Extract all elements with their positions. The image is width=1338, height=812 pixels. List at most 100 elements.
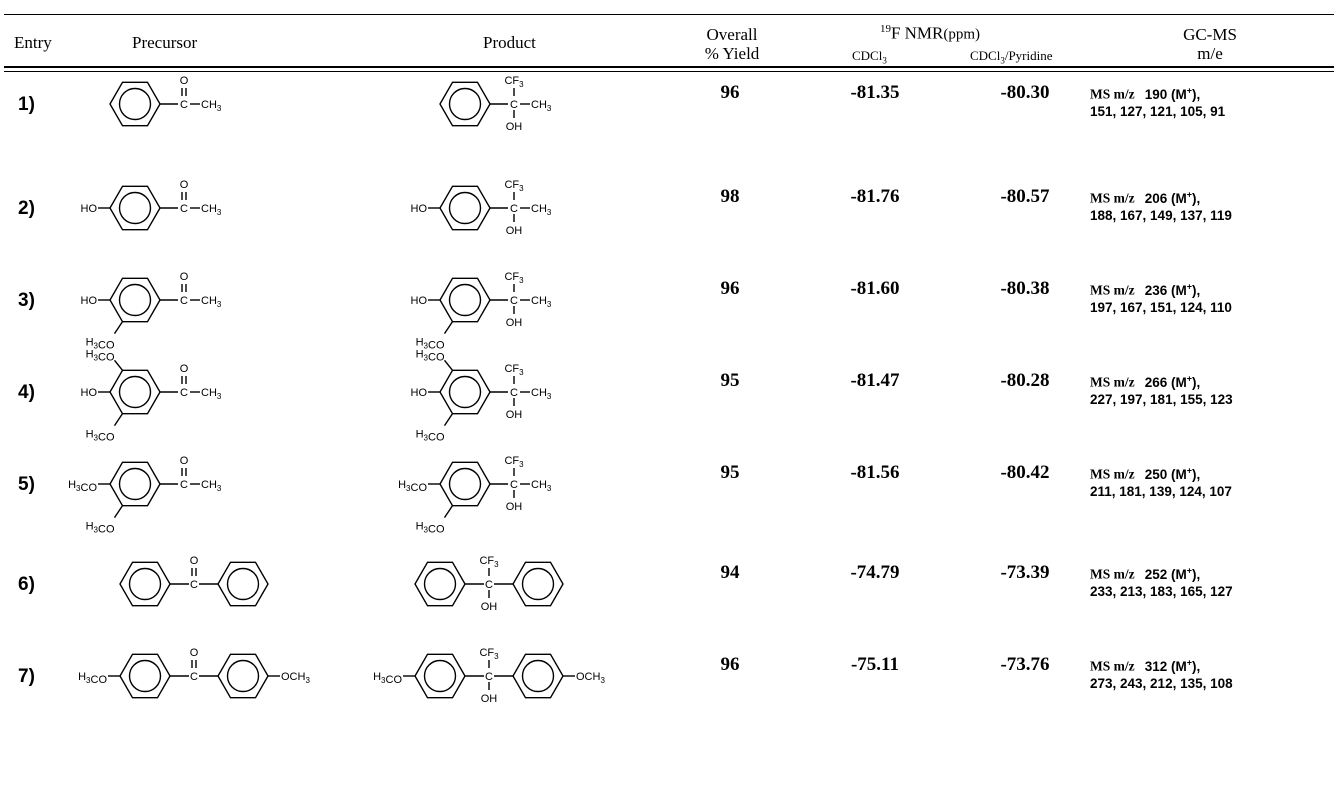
ms-fragments: 197, 167, 151, 124, 110 [1090,299,1232,315]
gcms-data: MS m/z 236 (M+), 197, 167, 151, 124, 110 [1090,278,1334,316]
carbonyl-oxygen: O [180,271,189,283]
benzene-ring-left [119,561,171,607]
ms-fragments: 273, 243, 212, 135, 108 [1090,675,1233,691]
table-row: 4) C O CH3 HO H3CO H3CO C CF3 CH3 OH HO H3CO H3CO 95 -8… [0,340,1338,444]
nmr-pyridine-value: -73.76 [1000,654,1050,675]
ms-molecular-ion: 250 (M+), [1144,465,1201,482]
ms-fragments: 233, 213, 183, 165, 127 [1090,583,1233,599]
benzene-ring [439,369,491,415]
nmr-cdcl3-value: -81.76 [850,186,900,207]
nmr-pyridine-value: -80.30 [1000,82,1050,103]
entry-number: 1) [18,94,35,115]
benzene-ring [109,461,161,507]
meta-substituent-bottom: H3CO [416,337,445,352]
entry-number: 7) [18,666,35,687]
entry-number: 6) [18,574,35,595]
methyl-group: CH3 [201,387,222,401]
nmr-pyridine-value: -80.38 [1000,278,1050,299]
para-substituent: HO [81,203,98,215]
ms-molecular-ion: 206 (M+), [1144,189,1201,206]
para-substituent-left: H3CO [78,671,107,686]
yield-value: 95 [720,370,740,391]
carbonyl-oxygen: O [190,647,199,659]
meta-substituent-top: H3CO [416,348,445,363]
carbon-label: C [510,203,518,215]
meta-substituent-bottom: H3CO [86,337,115,352]
benzene-ring [439,81,491,127]
benzene-ring [439,461,491,507]
header-rule-thin [4,71,1334,72]
benzene-ring [109,277,161,323]
header-precursor: Precursor [132,33,198,52]
carbon-label: C [510,387,518,399]
para-substituent: H3CO [398,479,427,494]
entry-number: 3) [18,290,35,311]
hydroxyl-group: OH [506,409,523,421]
ms-prefix: MS m/z [1090,374,1145,390]
ms-prefix: MS m/z [1090,86,1145,102]
hydroxyl-group: OH [506,501,523,513]
header-yield-line2: % Yield [704,44,760,63]
hydroxyl-group: OH [506,121,523,133]
nmr-pyridine-value: -80.57 [1000,186,1050,207]
meta-substituent-bottom: H3CO [416,521,445,536]
ms-fragments: 211, 181, 139, 124, 107 [1090,483,1232,499]
precursor-structure: C O CH3 [40,52,280,156]
cf3-group: CF3 [479,555,499,569]
methyl-group: CH3 [201,479,222,493]
gcms-data: MS m/z 206 (M+), 188, 167, 149, 137, 119 [1090,186,1334,224]
ms-prefix: MS m/z [1090,658,1145,674]
header-gcms-line2: m/e [1197,44,1223,63]
benzene-ring-right [217,653,269,699]
cf3-group: CF3 [504,179,524,193]
carbonyl-oxygen: O [180,363,189,375]
ms-prefix: MS m/z [1090,282,1145,298]
methyl-group: CH3 [201,99,222,113]
precursor-structure: C O CH3 HO [40,156,280,260]
hydroxyl-group: OH [506,225,523,237]
product-structure: C CF3 CH3 OH HO H3CO H3CO [370,340,610,444]
ms-molecular-ion: 312 (M+), [1144,657,1201,674]
carbon-label: C [190,579,198,591]
para-substituent-right: OCH3 [281,671,310,685]
para-substituent: HO [411,387,428,399]
cf3-group: CF3 [504,271,524,285]
carbonyl-oxygen: O [180,179,189,191]
cf3-group: CF3 [504,75,524,89]
carbon-label: C [485,579,493,591]
product-structure: C CF3 CH3 OH HO [370,156,610,260]
cf3-group: CF3 [504,455,524,469]
ms-fragments: 227, 197, 181, 155, 123 [1090,391,1233,407]
methyl-group: CH3 [531,295,552,309]
methyl-group: CH3 [201,295,222,309]
carbon-label: C [180,295,188,307]
para-substituent: HO [81,295,98,307]
table-row: 3) C O CH3 HO H3CO C CF3 CH3 OH HO H3CO 96 -81.60 -80.… [0,248,1338,352]
nmr-cdcl3-value: -74.79 [850,562,900,583]
table-row: 7) C O H3CO OCH3 C CF3 OH H3CO OCH3 96 -75.11 -73.76… [0,624,1338,728]
gcms-data: MS m/z 190 (M+), 151, 127, 121, 105, 91 [1090,82,1334,120]
yield-value: 94 [720,562,740,583]
ms-molecular-ion: 266 (M+), [1144,373,1201,390]
hydroxyl-group: OH [481,693,498,705]
benzene-ring-left [414,561,466,607]
table-row: 2) C O CH3 HO C CF3 CH3 OH HO 98 -81.76 -80.57 MS m/z… [0,156,1338,260]
benzene-ring [109,369,161,415]
methyl-group: CH3 [201,203,222,217]
product-structure: C CF3 CH3 OH H3CO H3CO [370,432,610,536]
ms-fragments: 188, 167, 149, 137, 119 [1090,207,1232,223]
ms-molecular-ion: 252 (M+), [1144,565,1201,582]
benzene-ring-right [512,653,564,699]
gcms-data: MS m/z 312 (M+), 273, 243, 212, 135, 108 [1090,654,1334,692]
carbonyl-oxygen: O [190,555,199,567]
product-structure: C CF3 CH3 OH HO H3CO [370,248,610,352]
gcms-data: MS m/z 250 (M+), 211, 181, 139, 124, 107 [1090,462,1334,500]
yield-value: 98 [720,186,740,207]
gcms-data: MS m/z 266 (M+), 227, 197, 181, 155, 123 [1090,370,1334,408]
carbonyl-oxygen: O [180,75,189,87]
carbon-label: C [180,99,188,111]
ms-prefix: MS m/z [1090,466,1145,482]
nmr-cdcl3-value: -81.60 [850,278,900,299]
table-row: 1) C O CH3 C CF3 CH3 OH 96 -81.35 -80.30 MS m/z 190… [0,52,1338,156]
